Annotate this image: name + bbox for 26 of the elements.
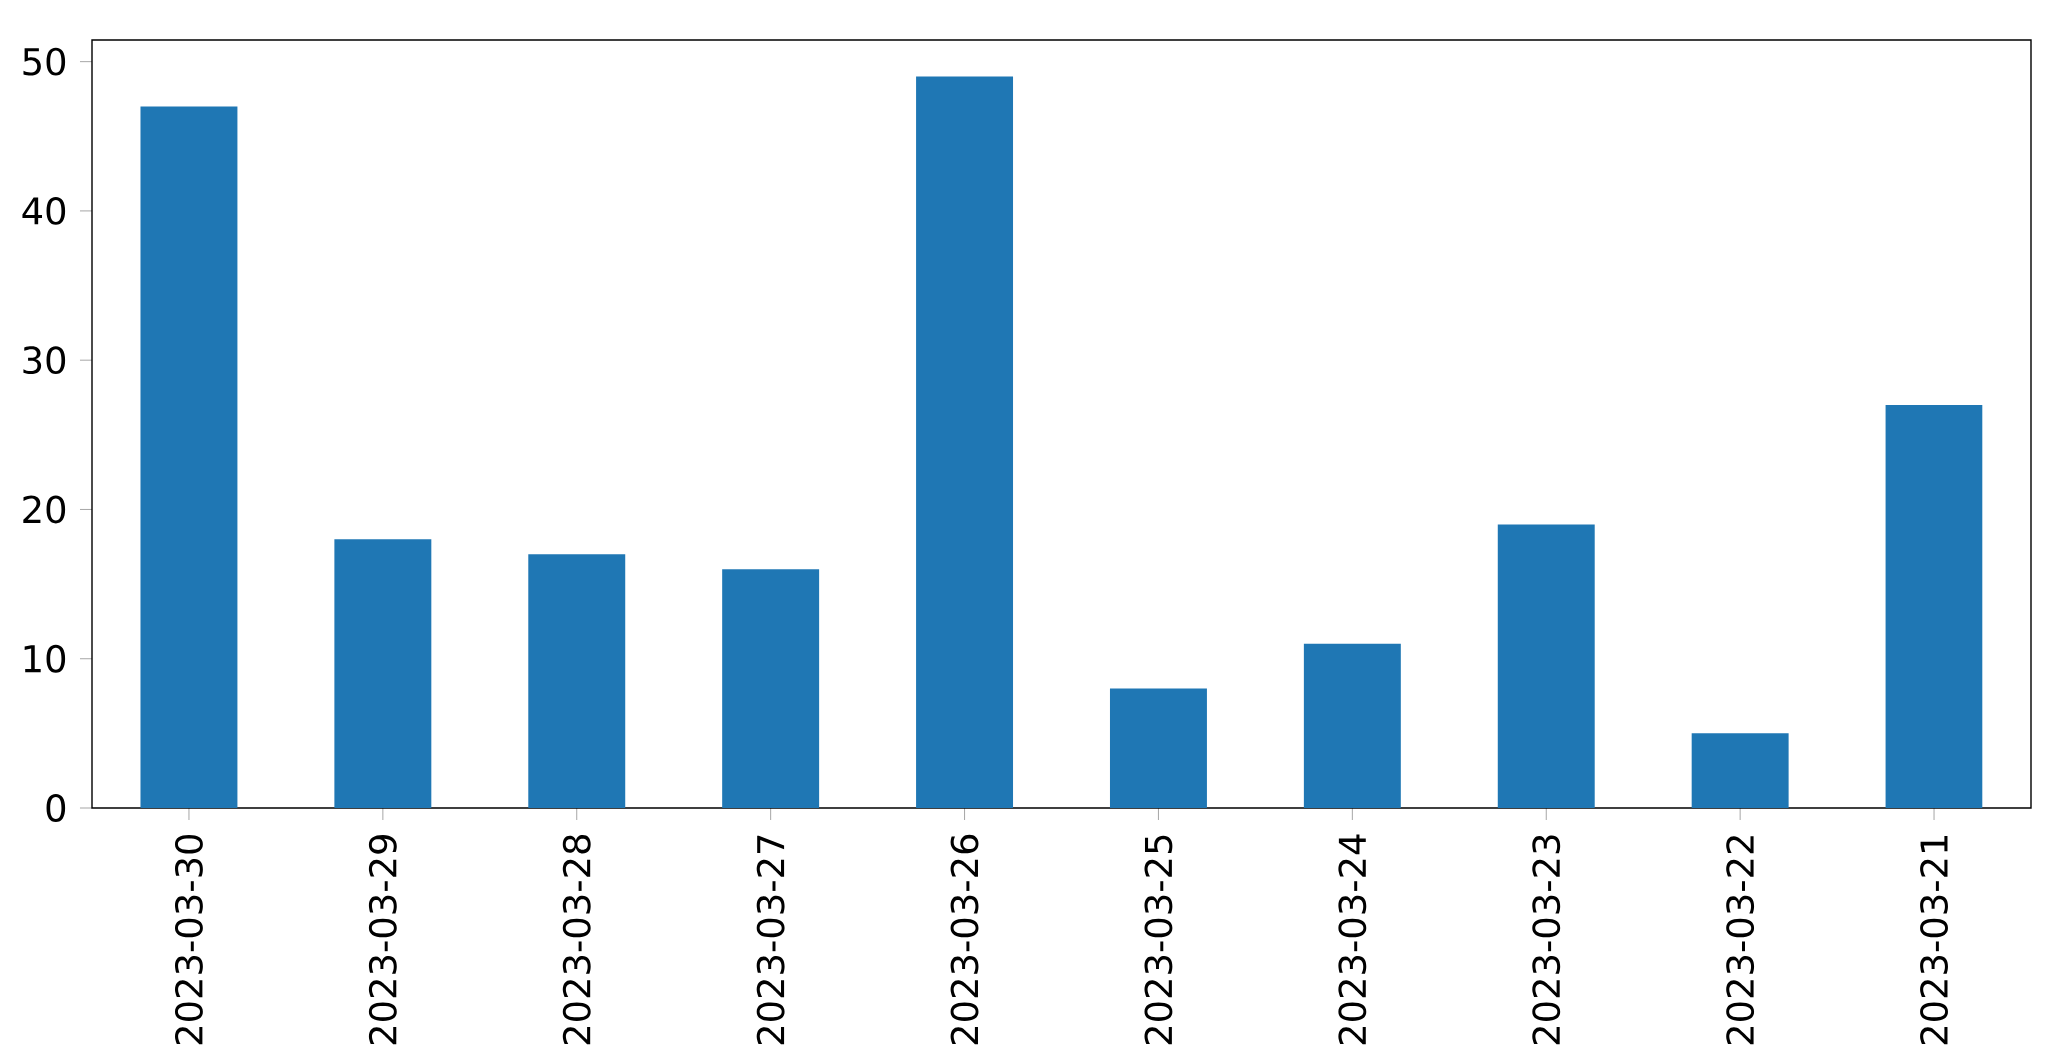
y-tick-label: 40 bbox=[22, 196, 66, 225]
bar bbox=[1691, 733, 1789, 808]
bar bbox=[140, 106, 238, 808]
y-tick-label: 30 bbox=[23, 346, 66, 375]
y-tick-label: 20 bbox=[23, 495, 66, 524]
x-tick-label: 2023-03-26 bbox=[950, 834, 979, 1045]
x-tick-label: 2023-03-25 bbox=[1144, 835, 1173, 1045]
x-tick-label: 2023-03-29 bbox=[368, 835, 397, 1045]
x-tick-label: 2023-03-28 bbox=[562, 835, 591, 1045]
bar bbox=[528, 554, 626, 808]
x-tick-label: 2023-03-23 bbox=[1532, 835, 1561, 1045]
bar bbox=[722, 569, 820, 808]
x-tick-label: 2023-03-27 bbox=[756, 835, 785, 1045]
x-tick-label: 2023-03-22 bbox=[1726, 836, 1755, 1045]
bar bbox=[1109, 688, 1207, 808]
y-tick-label: 10 bbox=[24, 644, 66, 673]
bar bbox=[1885, 404, 1983, 808]
x-tick-label: 2023-03-21 bbox=[1920, 835, 1948, 1045]
bar bbox=[1497, 524, 1595, 808]
y-tick-label: 0 bbox=[46, 794, 66, 822]
bar bbox=[916, 76, 1014, 808]
x-tick-label: 2023-03-30 bbox=[174, 834, 203, 1045]
bar bbox=[1303, 643, 1401, 808]
x-tick-label: 2023-03-24 bbox=[1338, 834, 1367, 1045]
bar bbox=[334, 539, 432, 808]
y-tick-label: 50 bbox=[23, 47, 66, 76]
